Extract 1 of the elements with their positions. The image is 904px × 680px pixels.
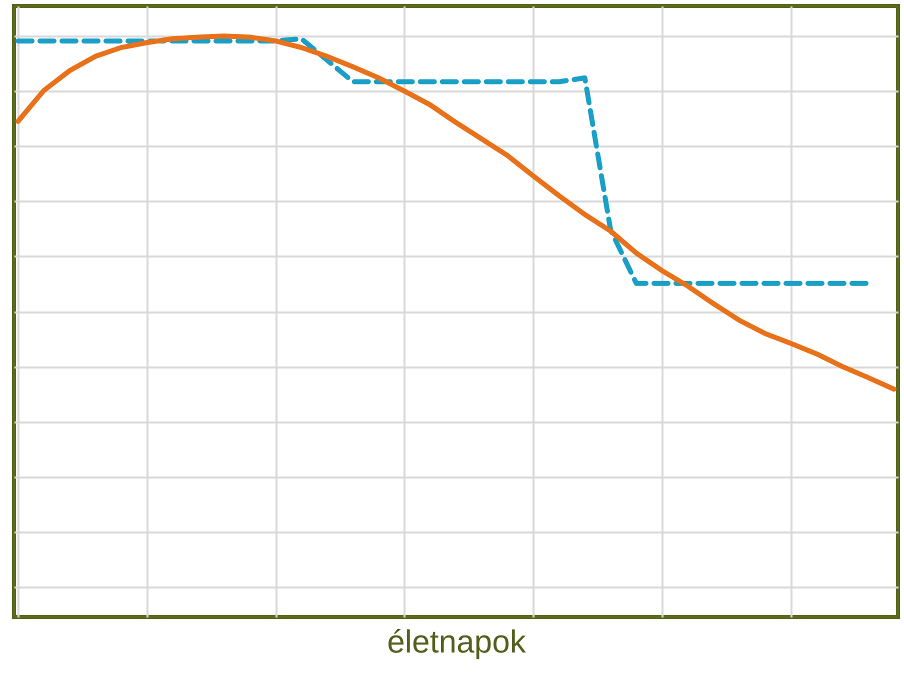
x-axis-title: életnapok (387, 624, 527, 660)
